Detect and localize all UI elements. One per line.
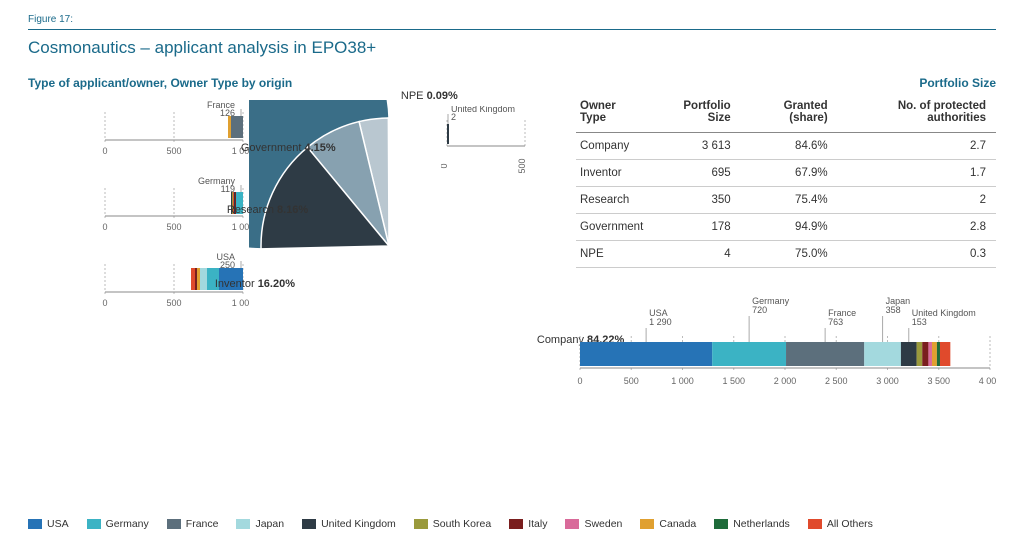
company-stacked-bar: 05001 0001 5002 0002 5003 0003 5004 000U… — [576, 296, 996, 403]
svg-text:763: 763 — [828, 317, 843, 327]
svg-text:500: 500 — [166, 222, 181, 232]
svg-text:1 290: 1 290 — [649, 317, 672, 327]
subtitle-right: Portfolio Size — [919, 76, 996, 90]
mini-chart-france: 1 0005000France126 — [99, 100, 249, 165]
svg-text:500: 500 — [624, 376, 639, 386]
table-row: Research35075.4%2 — [576, 187, 996, 214]
svg-text:3 500: 3 500 — [927, 376, 950, 386]
page-title: Cosmonautics – applicant analysis in EPO… — [28, 38, 996, 58]
svg-text:2 500: 2 500 — [825, 376, 848, 386]
mini-chart-npe: 0 500 United Kingdom2 — [441, 106, 531, 179]
th-owner-type: Owner Type — [576, 94, 655, 133]
svg-text:500: 500 — [517, 158, 527, 173]
pie-label-research: Research 8.16% — [227, 204, 308, 216]
svg-text:1 000: 1 000 — [671, 376, 694, 386]
legend-item: France — [167, 518, 219, 530]
legend-item: Sweden — [565, 518, 622, 530]
mini-charts-column: 1 0005000France126 1 0005000Germany119 1… — [28, 94, 231, 403]
legend-item: United Kingdom — [302, 518, 396, 530]
right-column: Owner Type Portfolio Size Granted (share… — [576, 94, 996, 403]
svg-text:0: 0 — [102, 222, 107, 232]
pie-label-inventor: Inventor 16.20% — [215, 278, 295, 290]
svg-text:500: 500 — [166, 298, 181, 308]
legend-item: Italy — [509, 518, 547, 530]
svg-text:2: 2 — [451, 112, 456, 122]
svg-text:United Kingdom: United Kingdom — [451, 106, 515, 114]
pie-column: NPE 0.09% 0500United Kingdom2 Government… — [249, 94, 558, 403]
figure-label: Figure 17: — [28, 14, 996, 25]
owner-type-table: Owner Type Portfolio Size Granted (share… — [576, 94, 996, 268]
svg-text:126: 126 — [220, 108, 235, 118]
legend-item: Japan — [236, 518, 284, 530]
th-granted: Granted (share) — [741, 94, 838, 133]
svg-text:1 000: 1 000 — [232, 298, 249, 308]
divider — [28, 29, 996, 30]
svg-text:358: 358 — [886, 305, 901, 315]
th-portfolio-size: Portfolio Size — [655, 94, 741, 133]
svg-text:1 500: 1 500 — [722, 376, 745, 386]
th-authorities: No. of protected authorities — [838, 94, 996, 133]
svg-text:3 000: 3 000 — [876, 376, 899, 386]
svg-text:0: 0 — [577, 376, 582, 386]
subtitle-left: Type of applicant/owner, Owner Type by o… — [28, 76, 292, 90]
svg-text:0: 0 — [441, 163, 449, 168]
pie-label-government: Government 4.15% — [241, 142, 336, 154]
svg-text:720: 720 — [752, 305, 767, 315]
legend-item: All Others — [808, 518, 873, 530]
svg-text:1 000: 1 000 — [232, 222, 249, 232]
table-row: Inventor69567.9%1.7 — [576, 160, 996, 187]
table-row: NPE475.0%0.3 — [576, 241, 996, 268]
legend-item: Canada — [640, 518, 696, 530]
legend-item: South Korea — [414, 518, 491, 530]
svg-text:153: 153 — [912, 317, 927, 327]
svg-text:119: 119 — [221, 184, 235, 194]
pie-label-npe: NPE 0.09% — [401, 90, 458, 102]
legend: USA Germany France Japan United Kingdom South… — [28, 518, 996, 530]
legend-item: Germany — [87, 518, 149, 530]
svg-text:2 000: 2 000 — [774, 376, 797, 386]
table-row: Company3 61384.6%2.7 — [576, 133, 996, 160]
svg-text:0: 0 — [102, 298, 107, 308]
svg-text:500: 500 — [166, 146, 181, 156]
svg-text:250: 250 — [220, 260, 235, 270]
legend-item: USA — [28, 518, 69, 530]
svg-text:0: 0 — [102, 146, 107, 156]
svg-text:4 000: 4 000 — [979, 376, 996, 386]
table-row: Government17894.9%2.8 — [576, 214, 996, 241]
legend-item: Netherlands — [714, 518, 790, 530]
